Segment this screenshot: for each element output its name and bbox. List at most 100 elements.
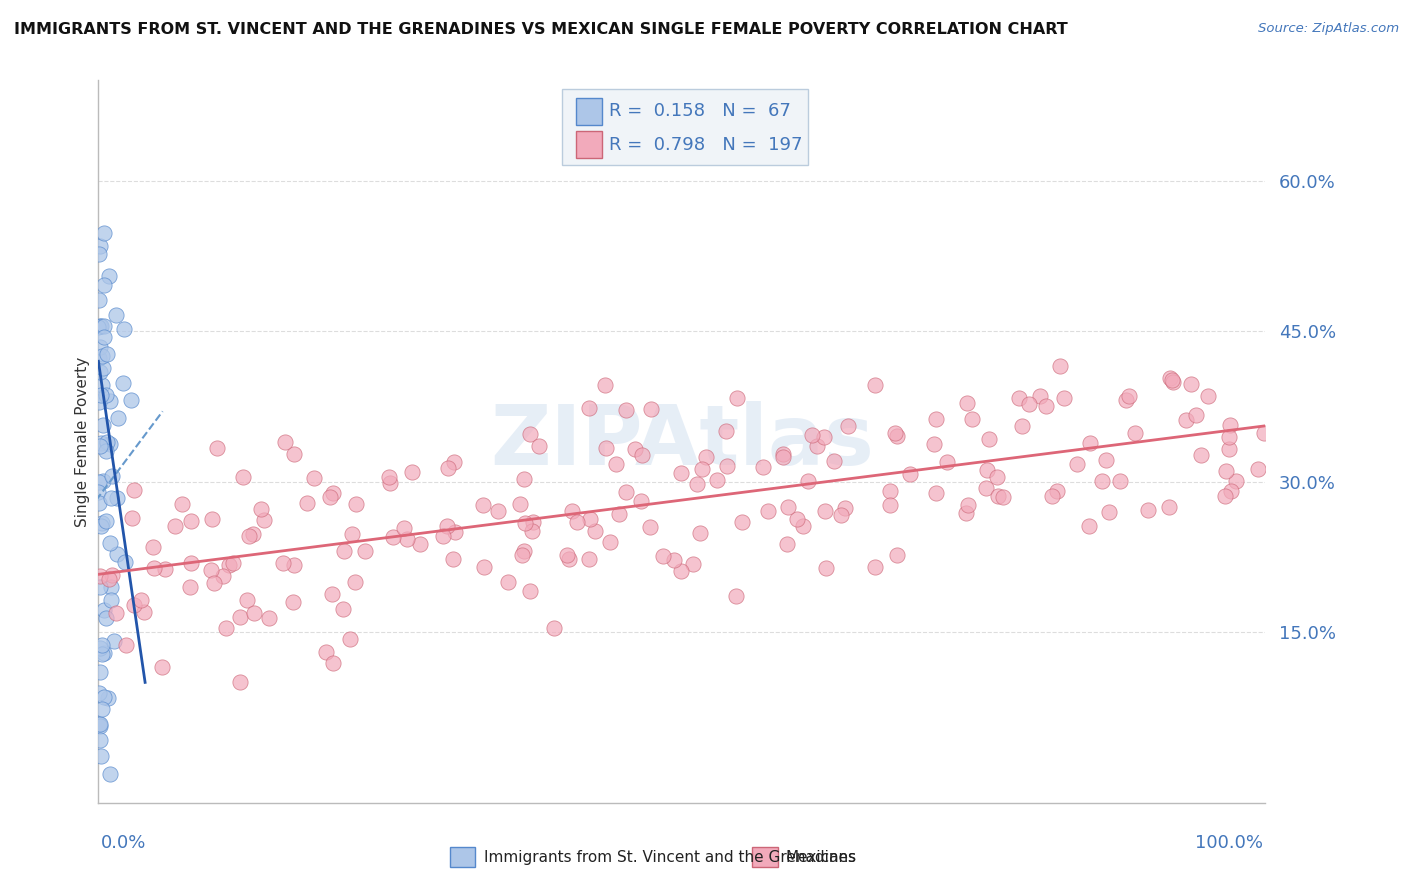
Point	[519, 583, 541, 598]
Point	[87, 485, 110, 500]
Point	[401, 466, 423, 480]
Point	[1189, 448, 1212, 462]
Point	[1219, 417, 1241, 432]
Point	[595, 441, 617, 455]
Point	[1098, 505, 1121, 519]
Point	[1080, 435, 1102, 450]
Point	[863, 377, 886, 392]
Point	[257, 611, 280, 625]
Point	[302, 471, 325, 485]
Point	[100, 469, 122, 483]
Point	[339, 632, 361, 646]
Point	[89, 718, 111, 732]
Point	[115, 639, 138, 653]
Point	[801, 428, 824, 442]
Point	[1091, 474, 1114, 488]
Point	[91, 638, 114, 652]
Point	[382, 530, 405, 544]
Point	[321, 587, 343, 601]
Point	[87, 686, 110, 700]
Point	[87, 247, 110, 261]
Point	[813, 430, 835, 444]
Point	[121, 511, 143, 525]
Point	[529, 439, 551, 453]
Point	[924, 437, 946, 451]
Point	[90, 516, 112, 531]
Point	[987, 489, 1010, 503]
Point	[955, 506, 977, 520]
Point	[142, 561, 165, 575]
Point	[172, 498, 194, 512]
Text: R =  0.158   N =  67: R = 0.158 N = 67	[609, 103, 790, 120]
Point	[837, 419, 859, 434]
Point	[98, 767, 121, 781]
Point	[865, 560, 887, 574]
Point	[120, 392, 142, 407]
Point	[512, 548, 534, 562]
Point	[879, 498, 901, 512]
Point	[250, 502, 273, 516]
Text: ZIPAtlas: ZIPAtlas	[489, 401, 875, 482]
Point	[669, 467, 692, 481]
Point	[87, 395, 110, 409]
Point	[215, 621, 238, 635]
Point	[991, 490, 1014, 504]
Point	[91, 647, 114, 661]
Point	[706, 473, 728, 487]
Point	[89, 641, 111, 656]
Point	[180, 514, 202, 528]
Point	[662, 553, 685, 567]
Point	[731, 515, 754, 529]
Point	[815, 561, 838, 575]
Point	[94, 387, 117, 401]
Point	[94, 611, 117, 625]
Point	[295, 495, 318, 509]
Point	[134, 605, 156, 619]
Point	[94, 444, 117, 458]
Point	[776, 500, 799, 514]
Point	[630, 494, 652, 508]
Point	[87, 496, 110, 510]
Point	[201, 512, 224, 526]
Point	[90, 387, 112, 401]
Point	[561, 503, 583, 517]
Point	[89, 580, 111, 594]
Point	[441, 552, 464, 566]
Point	[1253, 425, 1275, 440]
Point	[1118, 389, 1140, 403]
Point	[437, 460, 460, 475]
Point	[98, 394, 121, 409]
Point	[444, 525, 467, 540]
Point	[578, 401, 600, 415]
Point	[640, 401, 662, 416]
Point	[96, 347, 118, 361]
Text: Immigrants from St. Vincent and the Grenadines: Immigrants from St. Vincent and the Gren…	[484, 850, 856, 864]
Point	[129, 593, 152, 607]
Point	[976, 462, 998, 476]
Point	[229, 675, 252, 690]
Point	[814, 504, 837, 518]
Point	[652, 549, 675, 563]
Text: Source: ZipAtlas.com: Source: ZipAtlas.com	[1258, 22, 1399, 36]
Point	[100, 491, 122, 505]
Point	[786, 512, 808, 526]
Point	[98, 572, 121, 586]
Point	[100, 592, 122, 607]
Point	[725, 391, 748, 405]
Text: IMMIGRANTS FROM ST. VINCENT AND THE GRENADINES VS MEXICAN SINGLE FEMALE POVERTY : IMMIGRANTS FROM ST. VINCENT AND THE GREN…	[14, 22, 1067, 37]
Point	[520, 524, 543, 538]
Point	[112, 322, 135, 336]
Point	[772, 447, 794, 461]
Point	[87, 717, 110, 731]
Point	[89, 239, 111, 253]
Point	[340, 527, 363, 541]
Point	[353, 544, 375, 558]
Point	[436, 519, 458, 533]
Point	[1247, 462, 1270, 476]
Point	[1046, 484, 1069, 499]
Point	[107, 410, 129, 425]
Point	[114, 555, 136, 569]
Point	[1160, 373, 1182, 387]
Point	[1040, 489, 1063, 503]
Point	[332, 602, 354, 616]
